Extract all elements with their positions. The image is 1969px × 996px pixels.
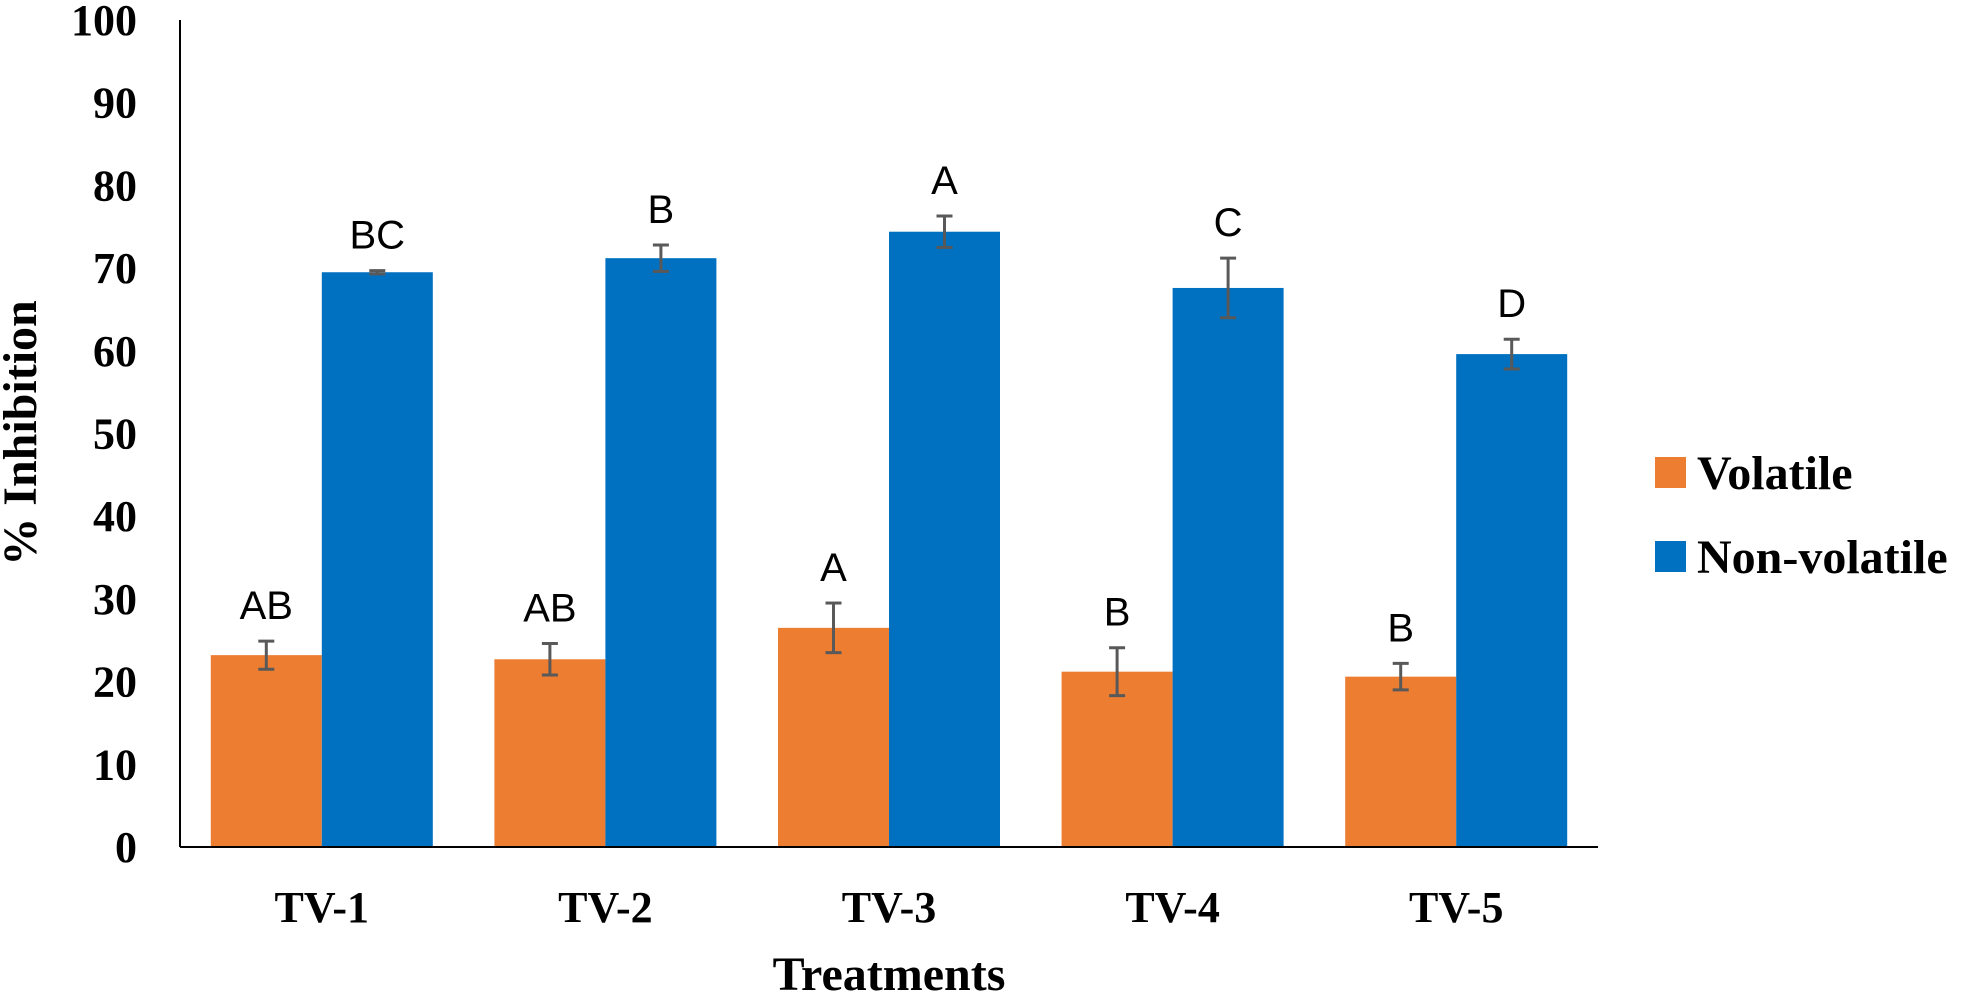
bars xyxy=(210,231,1568,847)
error-bar xyxy=(541,642,558,677)
x-category-label: TV-4 xyxy=(1125,883,1220,932)
y-tick-label: 10 xyxy=(93,740,137,789)
y-tick-label: 30 xyxy=(93,575,137,624)
bar-non-volatile xyxy=(889,231,1000,847)
significance-letter: D xyxy=(1497,282,1526,326)
y-tick-label: 20 xyxy=(93,658,137,707)
x-category-label: TV-5 xyxy=(1409,883,1504,932)
bar-volatile xyxy=(1061,671,1173,847)
bar-volatile xyxy=(778,627,889,847)
significance-letter: BC xyxy=(350,214,406,258)
legend-item-volatile: Volatile xyxy=(1655,447,1853,500)
x-axis-categories: TV-1 TV-2 TV-3 TV-4 TV-5 xyxy=(275,883,1504,932)
y-tick-label: 60 xyxy=(93,327,137,376)
error-bar xyxy=(258,639,275,671)
x-category-label: TV-2 xyxy=(558,883,653,932)
bar-volatile xyxy=(210,655,322,847)
x-category-label: TV-1 xyxy=(275,883,370,932)
legend-swatch xyxy=(1655,541,1686,572)
y-tick-label: 0 xyxy=(115,823,137,872)
y-tick-label: 100 xyxy=(71,0,137,45)
error-bar xyxy=(369,269,386,276)
significance-letter: AB xyxy=(240,584,293,628)
significance-letter: A xyxy=(820,546,847,590)
y-axis-ticks: 0 10 20 30 40 50 60 70 80 90 100 xyxy=(71,0,137,872)
legend-item-non-volatile: Non-volatile xyxy=(1655,531,1948,584)
y-tick-label: 90 xyxy=(93,79,137,128)
x-axis-title: Treatments xyxy=(773,948,1006,996)
legend-label: Non-volatile xyxy=(1697,531,1948,584)
bar-non-volatile xyxy=(1456,354,1568,847)
bar-non-volatile xyxy=(1172,287,1284,847)
legend-label: Volatile xyxy=(1697,447,1853,500)
y-tick-label: 70 xyxy=(93,244,137,293)
y-tick-label: 80 xyxy=(93,161,137,210)
error-bar xyxy=(1392,661,1409,692)
x-category-label: TV-3 xyxy=(842,883,937,932)
significance-letter: A xyxy=(931,159,958,203)
error-bar xyxy=(936,214,953,249)
y-tick-label: 40 xyxy=(93,492,137,541)
legend: Volatile Non-volatile xyxy=(1655,447,1948,584)
error-bar xyxy=(1109,646,1126,698)
bar-non-volatile xyxy=(321,272,433,847)
error-bar xyxy=(1503,337,1520,371)
legend-swatch xyxy=(1655,457,1686,488)
significance-letter: B xyxy=(1387,606,1414,650)
error-bar xyxy=(652,243,669,273)
bar-non-volatile xyxy=(605,258,717,847)
y-tick-label: 50 xyxy=(93,410,137,459)
significance-letter: AB xyxy=(523,587,576,631)
error-bar xyxy=(1220,256,1237,320)
significance-letter: B xyxy=(1104,591,1131,635)
significance-letter: B xyxy=(648,188,675,232)
y-axis-title: % Inhibition xyxy=(0,300,47,565)
bar-volatile xyxy=(1345,676,1457,847)
bar-volatile xyxy=(494,659,606,847)
error-bars xyxy=(258,214,1520,698)
significance-letter: C xyxy=(1214,201,1243,245)
error-bar xyxy=(825,601,842,655)
